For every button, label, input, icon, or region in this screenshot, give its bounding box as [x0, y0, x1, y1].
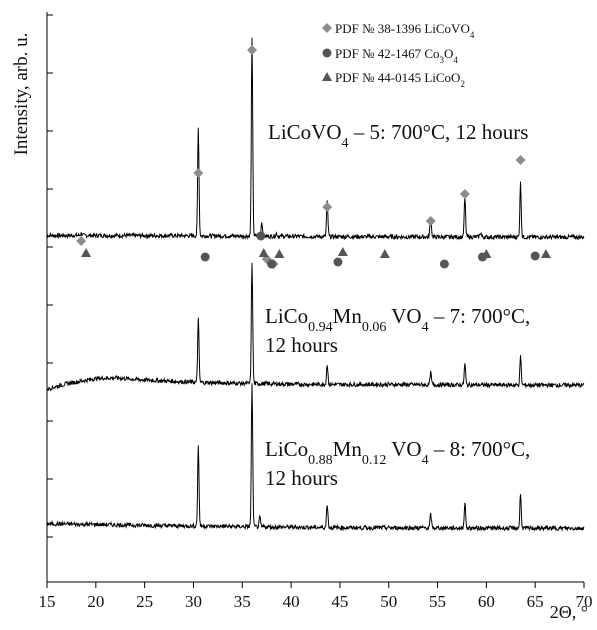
pattern-line-2: [46, 262, 585, 392]
legend-entry-1: PDF № 38-1396 LiCoVO4: [335, 21, 475, 40]
legend-marker-diamond: [322, 23, 332, 33]
pattern-line-3: [46, 383, 585, 532]
marker-circle: [333, 257, 343, 267]
y-axis-label: Intensity, arb. u.: [11, 33, 32, 156]
x-tick-label: 70: [576, 592, 593, 611]
marker-circle: [256, 231, 266, 241]
marker-triangle: [81, 248, 92, 257]
marker-diamond: [425, 216, 436, 226]
series-label-3: LiCo0.88Mn0.12 VO4 – 8: 700°C,: [265, 437, 530, 468]
marker-diamond: [76, 236, 87, 246]
marker-diamond: [193, 168, 204, 178]
marker-circle: [530, 251, 540, 261]
marker-diamond: [459, 189, 470, 199]
marker-triangle: [258, 248, 269, 257]
legend-marker-circle: [322, 48, 332, 58]
series-label-2: LiCo0.94Mn0.06 VO4 – 7: 700°C,: [265, 304, 530, 335]
series-label-3-line2: 12 hours: [265, 466, 338, 490]
marker-triangle: [274, 249, 285, 258]
x-axis-label: 2Θ, °: [550, 602, 588, 622]
x-tick-label: 60: [478, 592, 495, 611]
marker-diamond: [247, 45, 258, 55]
x-tick-label: 55: [429, 592, 446, 611]
legend-marker-triangle: [322, 72, 332, 81]
pattern-line-1: [46, 37, 585, 241]
legend: PDF № 38-1396 LiCoVO4 PDF № 42-1467 Co3O4…: [322, 21, 475, 89]
x-tick-label: 25: [136, 592, 153, 611]
series-label-1: LiCoVO4 – 5: 700°C, 12 hours: [268, 120, 528, 151]
x-tick-label: 35: [234, 592, 251, 611]
x-tick-label: 45: [331, 592, 348, 611]
x-tick-label: 40: [283, 592, 300, 611]
legend-entry-2: PDF № 42-1467 Co3O4: [335, 46, 458, 65]
x-tick-label: 20: [87, 592, 104, 611]
marker-diamond: [515, 155, 526, 165]
marker-triangle: [337, 247, 348, 256]
x-tick-label: 50: [380, 592, 397, 611]
marker-triangle: [540, 249, 551, 258]
x-tick-label: 65: [527, 592, 544, 611]
marker-circle: [200, 252, 210, 262]
marker-triangle: [379, 249, 390, 258]
series-label-2-line2: 12 hours: [265, 333, 338, 357]
marker-diamond: [322, 202, 333, 212]
marker-circle: [267, 259, 277, 269]
legend-entry-3: PDF № 44-0145 LiCoO2: [335, 70, 465, 89]
marker-triangle: [481, 249, 492, 258]
x-tick-label: 30: [185, 592, 202, 611]
marker-circle: [439, 259, 449, 269]
x-tick-label: 15: [39, 592, 56, 611]
